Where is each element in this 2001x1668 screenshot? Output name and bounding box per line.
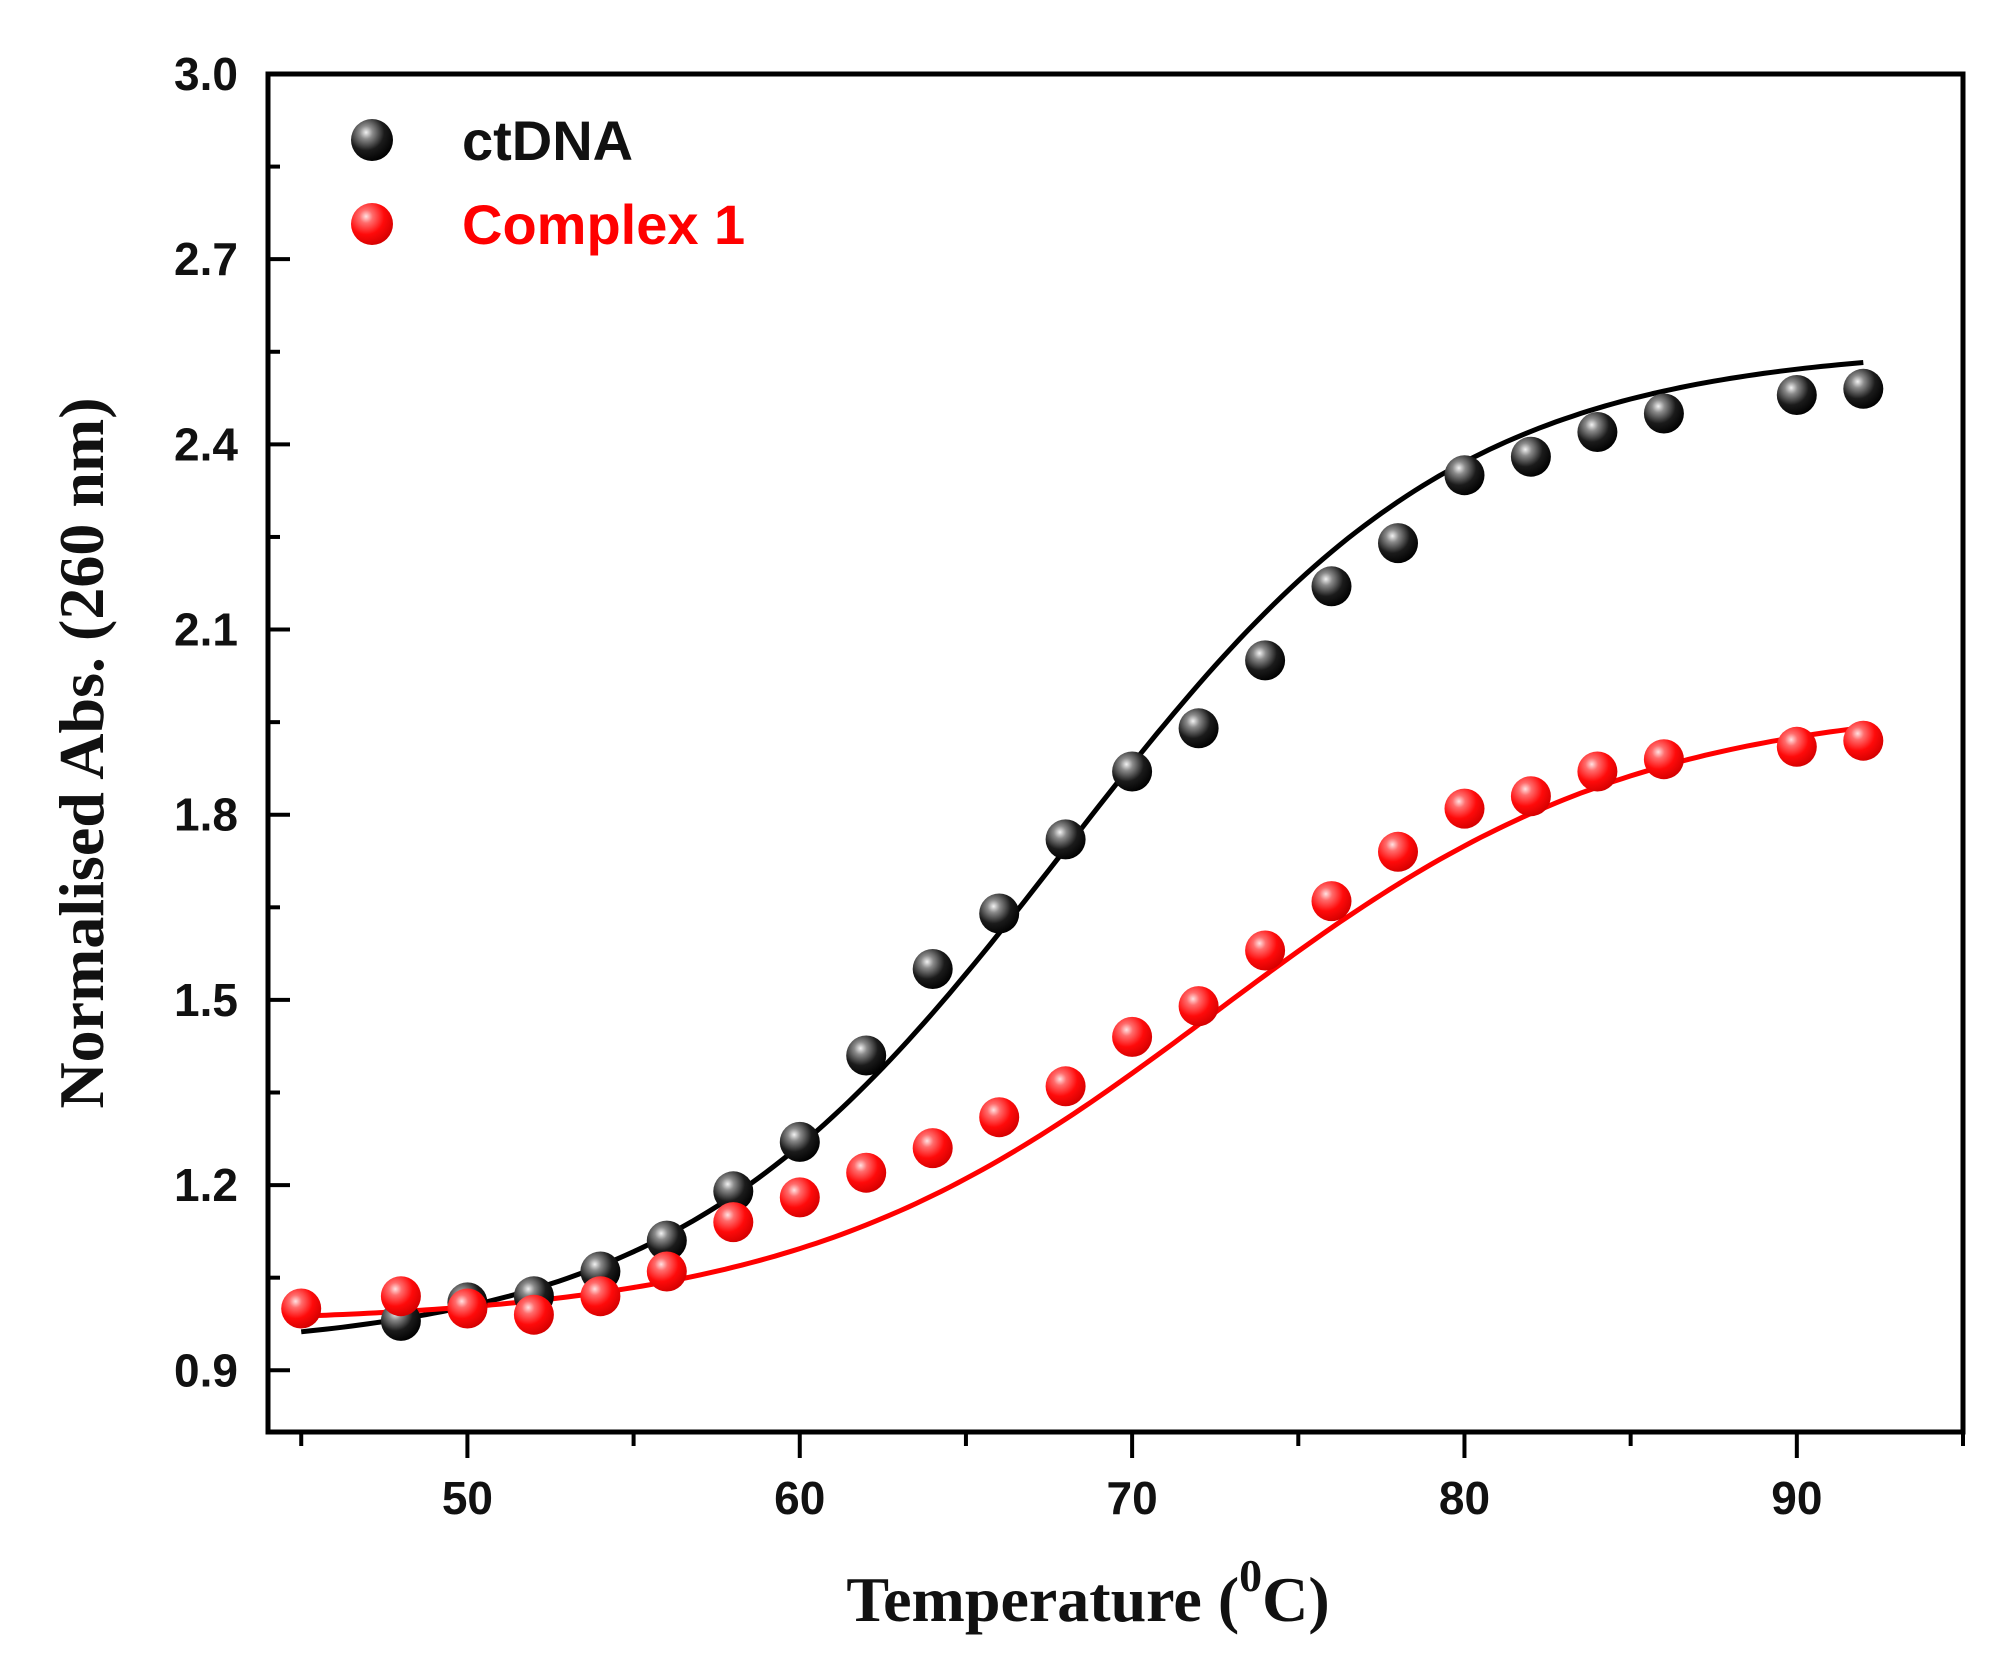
point-ctdna bbox=[779, 1121, 820, 1162]
point-ctdna bbox=[1577, 412, 1618, 452]
point-complex-1 bbox=[513, 1294, 554, 1335]
point-ctdna bbox=[1045, 819, 1086, 860]
x-axis: 50 60 70 80 90 bbox=[299, 1432, 1965, 1524]
y-tick-label: 1.5 bbox=[174, 974, 238, 1026]
fit-line-ctdna bbox=[300, 360, 1864, 1335]
point-ctdna bbox=[979, 893, 1020, 934]
point-complex-1 bbox=[713, 1202, 754, 1243]
point-complex-1 bbox=[1444, 788, 1485, 829]
plot-frame bbox=[265, 71, 1966, 1435]
y-tick-label: 2.4 bbox=[174, 418, 238, 470]
x-axis-title-superscript: 0 bbox=[1239, 1550, 1262, 1601]
point-complex-1 bbox=[979, 1097, 1020, 1138]
point-complex-1 bbox=[447, 1288, 488, 1329]
fit-line-complex-1 bbox=[301, 725, 1864, 1319]
point-complex-1 bbox=[1245, 930, 1286, 971]
point-ctdna bbox=[1843, 368, 1884, 409]
point-complex-1 bbox=[779, 1177, 820, 1218]
point-ctdna bbox=[1643, 393, 1684, 434]
legend-label-ctdna: ctDNA bbox=[462, 109, 633, 172]
point-ctdna bbox=[646, 1220, 687, 1261]
point-complex-1 bbox=[1843, 720, 1884, 761]
point-complex-1 bbox=[281, 1288, 322, 1329]
y-tick-label: 2.1 bbox=[174, 604, 238, 656]
point-complex-1 bbox=[1643, 739, 1684, 780]
x-axis-title: Temperature (0C) bbox=[846, 1550, 1329, 1635]
legend-item-complex-1: Complex 1 bbox=[351, 193, 745, 256]
point-ctdna bbox=[1112, 751, 1153, 792]
point-ctdna bbox=[1378, 523, 1418, 564]
point-complex-1 bbox=[1045, 1066, 1086, 1107]
x-axis-title-unit: C) bbox=[1262, 1564, 1330, 1635]
point-complex-1 bbox=[846, 1152, 887, 1193]
point-complex-1 bbox=[1178, 986, 1219, 1027]
point-complex-1 bbox=[1311, 881, 1352, 922]
point-complex-1 bbox=[1510, 776, 1551, 817]
point-ctdna bbox=[1311, 566, 1352, 607]
y-tick-label: 3.0 bbox=[174, 48, 238, 100]
point-ctdna bbox=[713, 1171, 754, 1212]
point-complex-1 bbox=[1378, 831, 1418, 872]
point-ctdna bbox=[846, 1035, 887, 1076]
y-axis-title: Normalised Abs. (260 nm) bbox=[46, 397, 117, 1108]
x-tick-label: 90 bbox=[1771, 1472, 1822, 1524]
y-axis: 0.9 1.2 1.5 1.8 2.1 2.4 2.7 3.0 bbox=[174, 48, 290, 1396]
point-complex-1 bbox=[1112, 1016, 1153, 1057]
y-tick-label: 1.2 bbox=[174, 1159, 238, 1211]
point-ctdna bbox=[1510, 436, 1551, 477]
y-tick-label: 2.7 bbox=[174, 233, 238, 285]
x-axis-title-text: Temperature ( bbox=[846, 1564, 1239, 1635]
legend-label-complex-1: Complex 1 bbox=[462, 193, 745, 256]
y-tick-label: 1.8 bbox=[174, 789, 238, 841]
legend-marker-complex-1 bbox=[351, 203, 393, 245]
point-complex-1 bbox=[380, 1276, 421, 1317]
x-tick-label: 50 bbox=[442, 1472, 493, 1524]
data-points bbox=[281, 368, 1884, 1341]
point-complex-1 bbox=[1577, 751, 1618, 792]
x-tick-label: 60 bbox=[774, 1472, 825, 1524]
point-complex-1 bbox=[580, 1276, 621, 1317]
point-ctdna bbox=[1245, 640, 1286, 681]
legend-item-ctdna: ctDNA bbox=[351, 109, 633, 172]
point-ctdna bbox=[1444, 455, 1485, 496]
y-tick-label: 0.9 bbox=[174, 1344, 238, 1396]
point-complex-1 bbox=[646, 1251, 687, 1292]
point-ctdna bbox=[1178, 708, 1219, 749]
point-complex-1 bbox=[1776, 726, 1817, 767]
point-ctdna bbox=[1776, 375, 1817, 415]
x-tick-label: 70 bbox=[1107, 1472, 1158, 1524]
legend: ctDNA Complex 1 bbox=[351, 109, 745, 256]
point-complex-1 bbox=[912, 1128, 953, 1169]
point-ctdna bbox=[912, 949, 953, 989]
x-tick-label: 80 bbox=[1439, 1472, 1490, 1524]
legend-marker-ctdna bbox=[351, 119, 393, 161]
